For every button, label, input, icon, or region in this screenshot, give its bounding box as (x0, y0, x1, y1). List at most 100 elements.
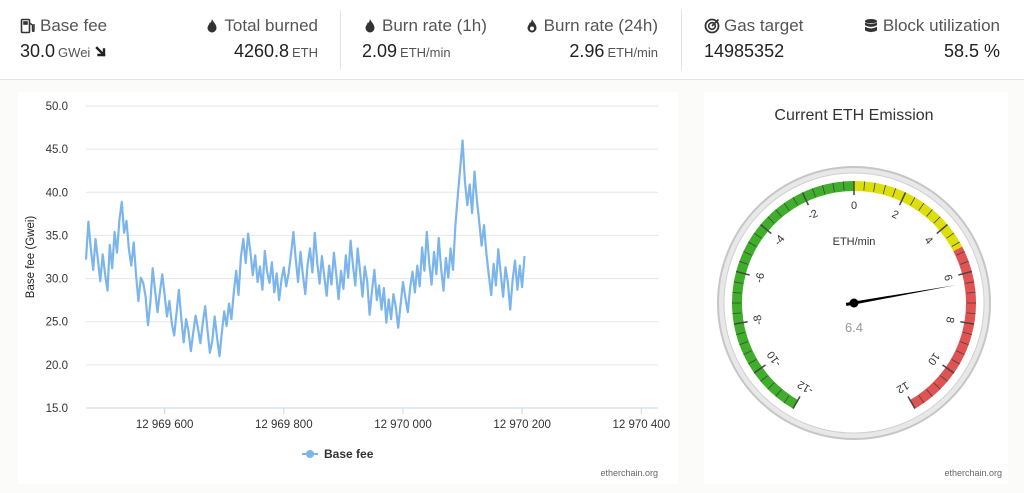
gauge-minor-tick (743, 350, 752, 355)
gauge-minor-tick (918, 395, 925, 404)
x-tick-label: 12 969 600 (136, 419, 194, 431)
gas-target-value: 14985352 (704, 41, 785, 61)
gauge-major-tick (960, 321, 975, 325)
series-line-base-fee (84, 139, 526, 358)
block-utilization-stat: Block utilization 58.5 % (863, 16, 1000, 62)
total-burned-stat: Total burned 4260.8 ETH (204, 16, 318, 62)
burn-rate-24h-stat: Burn rate (24h) 2.96 ETH/min (524, 16, 658, 62)
gauge-major-tick (898, 192, 907, 206)
x-tick-label: 12 970 400 (613, 419, 671, 431)
legend-label: Base fee (324, 447, 374, 461)
base-fee-stat: Base fee 30.0 GWei (20, 16, 107, 62)
gauge-minor-tick (951, 241, 960, 247)
gauge-minor-tick (832, 182, 835, 192)
legend-marker (306, 450, 314, 458)
gauge-pivot (849, 298, 859, 308)
gauge-major-tick (735, 270, 750, 276)
burn-rate-24h-value: 2.96 (569, 41, 605, 61)
gauge-minor-tick (966, 291, 976, 294)
gauge-minor-tick (767, 216, 775, 224)
gauge-minor-tick (956, 251, 965, 256)
gauge-minor-tick (910, 197, 916, 206)
gauge-minor-tick (926, 389, 933, 397)
gauge-minor-tick (956, 350, 965, 355)
gauge-minor-tick (873, 182, 876, 192)
chart-credit[interactable]: etherchain.org (600, 468, 658, 478)
gauge-tick-label: -6 (753, 272, 767, 285)
gauge-minor-tick (775, 209, 782, 217)
gauge-needle (845, 284, 957, 306)
gauge-minor-tick (748, 359, 757, 365)
x-tick-label: 12 970 000 (374, 419, 432, 431)
gauge-tick-label: 12 (894, 379, 911, 396)
gauge-major-tick (792, 396, 801, 410)
burn-rate-1h-label: Burn rate (1h) (382, 16, 487, 35)
gauge-minor-tick (918, 202, 925, 211)
gauge-minor-tick (940, 375, 948, 382)
arrow-down-right-icon (95, 46, 107, 57)
gauge-tick-label: 2 (890, 208, 901, 221)
gauge-major-tick (958, 270, 973, 276)
gauge-major-tick (801, 192, 810, 206)
total-burned-label: Total burned (224, 16, 318, 35)
burn-rate-24h-unit: ETH/min (607, 45, 658, 60)
base-fee-chart: 15.0 20.0 25.0 30.0 35.0 40.0 45.0 50.0 12 969 6… (25, 101, 671, 461)
gauge-minor-tick (863, 181, 866, 191)
gauge-minor-tick (822, 185, 826, 194)
gauge-minor-tick (767, 382, 775, 390)
gauge-minor-tick (733, 281, 743, 284)
gauge-minor-tick (783, 395, 790, 404)
gauge-minor-tick (926, 209, 933, 217)
gauge-minor-tick (760, 375, 768, 382)
total-burned-value: 4260.8 (233, 41, 289, 61)
stats-group-gas: Gas target 14985352 Block utilization 58… (704, 0, 1004, 80)
x-tick-label: 12 969 800 (255, 419, 313, 431)
gauge-tick-label: 10 (925, 350, 942, 367)
y-axis-title: Base fee (Gwei) (25, 216, 37, 299)
gauge-major-tick (907, 396, 916, 410)
gauge-minor-tick (963, 331, 972, 335)
gauge-minor-tick (842, 181, 845, 191)
gauge-minor-tick (933, 382, 941, 390)
burn-rate-1h-stat: Burn rate (1h) 2.09 ETH/min (362, 16, 487, 62)
gauge-minor-tick (739, 260, 748, 265)
gauge-major-tick (936, 224, 948, 235)
gauge-title: Current ETH Emission (774, 107, 933, 124)
y-tick-label: 45.0 (46, 144, 68, 156)
divider (340, 10, 341, 70)
gauge-minor-tick (732, 291, 742, 294)
eth-emission-gauge-panel: Current ETH Emission -12 -10 -8 -6 -4 -2 0 2 4 6 8 1… (704, 92, 1008, 484)
gas-target-stat: Gas target 14985352 (704, 16, 803, 62)
gauge-band (909, 246, 976, 409)
gauge-minor-tick (960, 341, 969, 346)
y-tick-label: 50.0 (46, 101, 68, 113)
gauge-credit[interactable]: etherchain.org (944, 468, 1002, 478)
y-tick-label: 35.0 (46, 230, 68, 242)
gauge-minor-tick (811, 188, 816, 197)
y-tick-label: 40.0 (46, 187, 68, 199)
x-tick-label: 12 970 200 (493, 419, 551, 431)
gauge-minor-tick (736, 331, 745, 335)
gauge-tick-label: 0 (851, 200, 857, 212)
burn-rate-1h-unit: ETH/min (400, 45, 451, 60)
block-utilization-value: 58.5 % (943, 41, 1000, 61)
base-fee-label: Base fee (40, 16, 108, 35)
burn-rate-24h-label: Burn rate (24h) (543, 16, 658, 35)
flame-icon (207, 19, 217, 33)
gauge-minor-tick (732, 312, 742, 315)
eth-emission-gauge: Current ETH Emission-12-10-8-6-4-2024681… (717, 107, 991, 440)
stats-bar: Base fee 30.0 GWei Total burned 4260.8 ETH (0, 0, 1024, 80)
gauge-minor-tick (960, 260, 969, 265)
gauge-minor-tick (882, 185, 886, 194)
gauge-major-tick (733, 321, 748, 325)
divider (681, 10, 682, 70)
gauge-major-tick (942, 364, 955, 374)
gauge-major-tick (760, 224, 772, 235)
gauge-unit-label: ETH/min (833, 236, 876, 248)
target-icon (704, 18, 720, 34)
base-fee-value: 30.0 (20, 41, 56, 61)
gauge-minor-tick (946, 232, 955, 239)
gauge-tick-label: 6 (941, 273, 954, 282)
gas-target-label: Gas target (724, 16, 804, 35)
block-utilization-label: Block utilization (882, 16, 1000, 35)
